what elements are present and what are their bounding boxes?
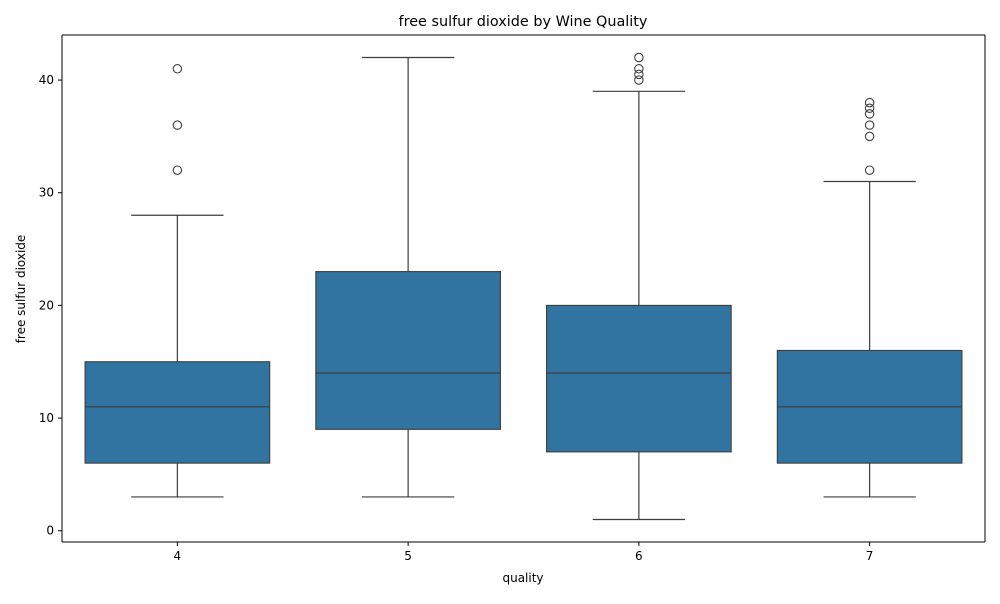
outlier-point xyxy=(864,103,875,113)
x-axis-label: quality xyxy=(502,571,543,585)
outlier-point xyxy=(864,131,875,142)
y-tick-label: 10 xyxy=(39,411,54,425)
y-tick-label: 40 xyxy=(39,73,54,87)
x-tick-label: 5 xyxy=(404,549,412,563)
outlier-point xyxy=(864,97,875,108)
x-tick-label: 7 xyxy=(866,549,874,563)
outlier-point xyxy=(634,75,644,85)
outlier-point xyxy=(864,165,875,175)
outlier-point xyxy=(172,165,183,175)
box-q4 xyxy=(84,361,271,464)
outlier-point xyxy=(172,120,183,130)
x-tick-label: 6 xyxy=(635,549,643,563)
plot-area: 0 10 20 30 40 4 5 6 7 xyxy=(39,34,986,563)
outlier-point xyxy=(864,109,875,119)
y-tick-label: 0 xyxy=(46,524,54,538)
box-q5 xyxy=(315,271,501,430)
x-tick-label: 4 xyxy=(174,549,182,563)
y-tick-label: 20 xyxy=(39,298,54,312)
outlier-point xyxy=(864,120,875,130)
outlier-point xyxy=(634,64,644,74)
y-tick-label: 30 xyxy=(39,186,54,200)
chart-title: free sulfur dioxide by Wine Quality xyxy=(399,14,648,30)
outlier-point xyxy=(634,52,644,63)
y-axis-label: free sulfur dioxide xyxy=(14,235,28,344)
outlier-point xyxy=(634,69,644,80)
outlier-point xyxy=(172,64,183,74)
box-q6 xyxy=(546,304,732,453)
